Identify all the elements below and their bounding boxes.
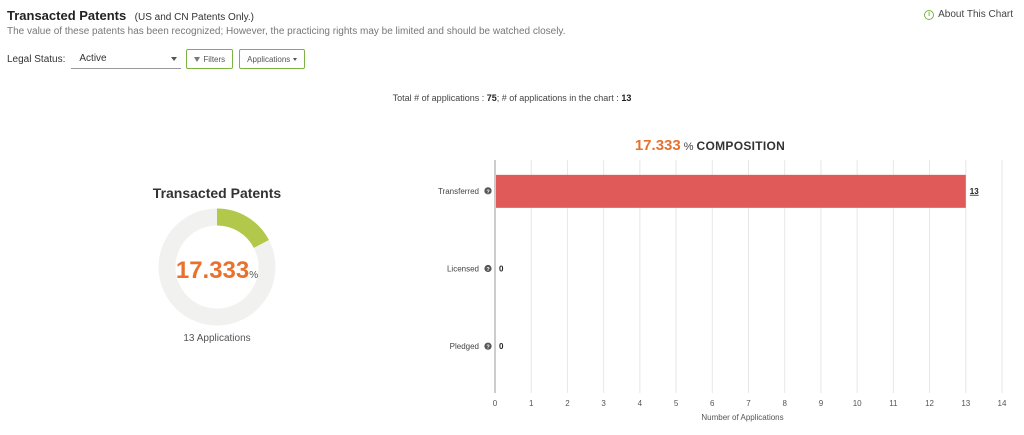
about-chart-label: About This Chart [938, 9, 1013, 20]
help-icon-glyph: ? [486, 345, 490, 351]
filters-button-label: Filters [203, 54, 226, 64]
info-icon: i [924, 9, 935, 20]
x-tick-label: 7 [746, 399, 751, 408]
help-icon-glyph: ? [486, 267, 490, 273]
applications-button-label: Applications [247, 54, 291, 64]
donut-title: Transacted Patents [152, 185, 282, 201]
totals-summary: Total # of applications : 75; # of appli… [0, 93, 1024, 103]
help-icon [484, 264, 492, 273]
chart-applications-count: 13 [621, 93, 632, 103]
donut-arc [158, 208, 276, 326]
totals-prefix: Total # of applications : [392, 93, 487, 103]
x-tick-label: 12 [925, 399, 934, 408]
category-label: Licensed [447, 265, 479, 274]
applications-button[interactable]: Applications [239, 49, 306, 69]
legal-status-select[interactable]: Active [71, 49, 182, 69]
x-tick-label: 9 [819, 399, 824, 408]
chevron-down-icon [171, 56, 178, 61]
x-tick-label: 13 [961, 399, 970, 408]
total-applications-count: 75 [486, 93, 497, 103]
x-tick-label: 6 [710, 399, 715, 408]
bar-transferred [496, 174, 966, 208]
x-tick-label: 10 [853, 399, 862, 408]
page-title: Transacted Patents [7, 8, 127, 23]
page-description: The value of these patents has been reco… [7, 26, 566, 37]
x-tick-label: 2 [565, 399, 570, 408]
help-icon [484, 342, 492, 350]
x-tick-label: 14 [998, 399, 1007, 408]
category-label: Pledged [450, 342, 479, 351]
page-title-note: (US and CN Patents Only.) [134, 12, 254, 23]
x-tick-label: 1 [529, 399, 534, 408]
x-tick-label: 4 [638, 399, 643, 408]
x-tick-label: 8 [782, 399, 787, 408]
composition-title: 17.333% COMPOSITION [560, 137, 860, 155]
chart-header: Transacted Patents (US and CN Patents On… [7, 7, 254, 25]
data-label: 13 [970, 187, 979, 196]
composition-percent-sign: % [683, 141, 694, 153]
help-icon [484, 187, 492, 195]
x-tick-label: 5 [674, 399, 679, 408]
composition-value: 17.333 [634, 137, 681, 154]
donut-caption: 13 Applications [183, 333, 251, 344]
donut-percentage: 17.333 [175, 257, 250, 284]
data-label: 0 [499, 265, 504, 274]
totals-middle: ; # of applications in the chart : [496, 93, 622, 103]
x-tick-label: 11 [889, 399, 898, 408]
filters-button[interactable]: Filters [186, 49, 234, 69]
legal-status-label: Legal Status: [7, 53, 66, 65]
about-chart-link[interactable]: i About This Chart [924, 9, 1013, 20]
data-label: 0 [499, 342, 504, 351]
help-icon-glyph: ? [486, 189, 490, 195]
filter-icon [194, 56, 201, 62]
donut-value: 17.333% [117, 257, 317, 285]
caret-down-icon [293, 57, 298, 61]
x-axis-title: Number of Applications [701, 413, 783, 422]
composition-label: COMPOSITION [696, 139, 786, 153]
x-tick-label: 3 [601, 399, 606, 408]
donut-percent-sign: % [249, 270, 259, 281]
legal-status-value: Active [79, 53, 107, 64]
category-label: Transferred [438, 187, 479, 196]
donut-chart [158, 208, 276, 326]
x-tick-label: 0 [493, 399, 498, 408]
filters-row: Legal Status: Active Filters Application… [7, 48, 306, 70]
